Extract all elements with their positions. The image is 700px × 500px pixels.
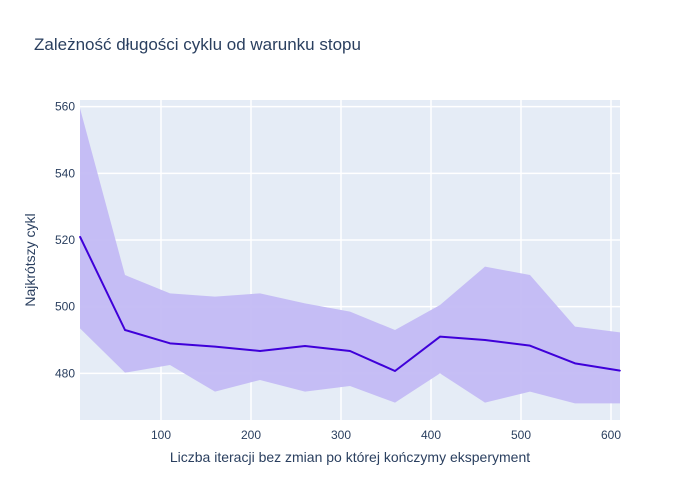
series-point [394, 370, 396, 372]
series-point [349, 350, 351, 352]
confidence-band-area [80, 108, 620, 404]
series-point [484, 339, 486, 341]
series-point [529, 344, 531, 347]
series-point [169, 342, 171, 345]
series-point [124, 329, 126, 331]
y-tick-label: 560 [55, 100, 75, 114]
y-tick-label: 480 [55, 366, 75, 380]
series-point [574, 362, 576, 365]
x-tick-label: 200 [241, 428, 261, 442]
series-line-layer [79, 235, 621, 372]
y-axis-title: Najkrótszy cykl [22, 213, 38, 306]
x-tick-label: 300 [331, 428, 351, 442]
x-tick-label: 400 [421, 428, 441, 442]
y-tick-label: 500 [55, 300, 75, 314]
series-point [439, 335, 441, 338]
y-tick-label: 520 [55, 233, 75, 247]
series-point [619, 369, 621, 372]
tick-labels: 100 200 300 400 500 600 480 500 520 540 560 [55, 100, 621, 442]
series-point [304, 345, 306, 347]
series-point [79, 235, 81, 238]
x-tick-label: 500 [511, 428, 531, 442]
x-tick-label: 600 [601, 428, 621, 442]
series-point [214, 345, 216, 348]
y-tick-label: 540 [55, 166, 75, 180]
x-axis-title: Liczba iteracji bez zmian po której końc… [170, 449, 530, 465]
x-tick-label: 100 [151, 428, 171, 442]
chart-title: Zależność długości cyklu od warunku stop… [34, 35, 361, 54]
series-point [259, 350, 261, 352]
confidence-band [80, 108, 620, 404]
